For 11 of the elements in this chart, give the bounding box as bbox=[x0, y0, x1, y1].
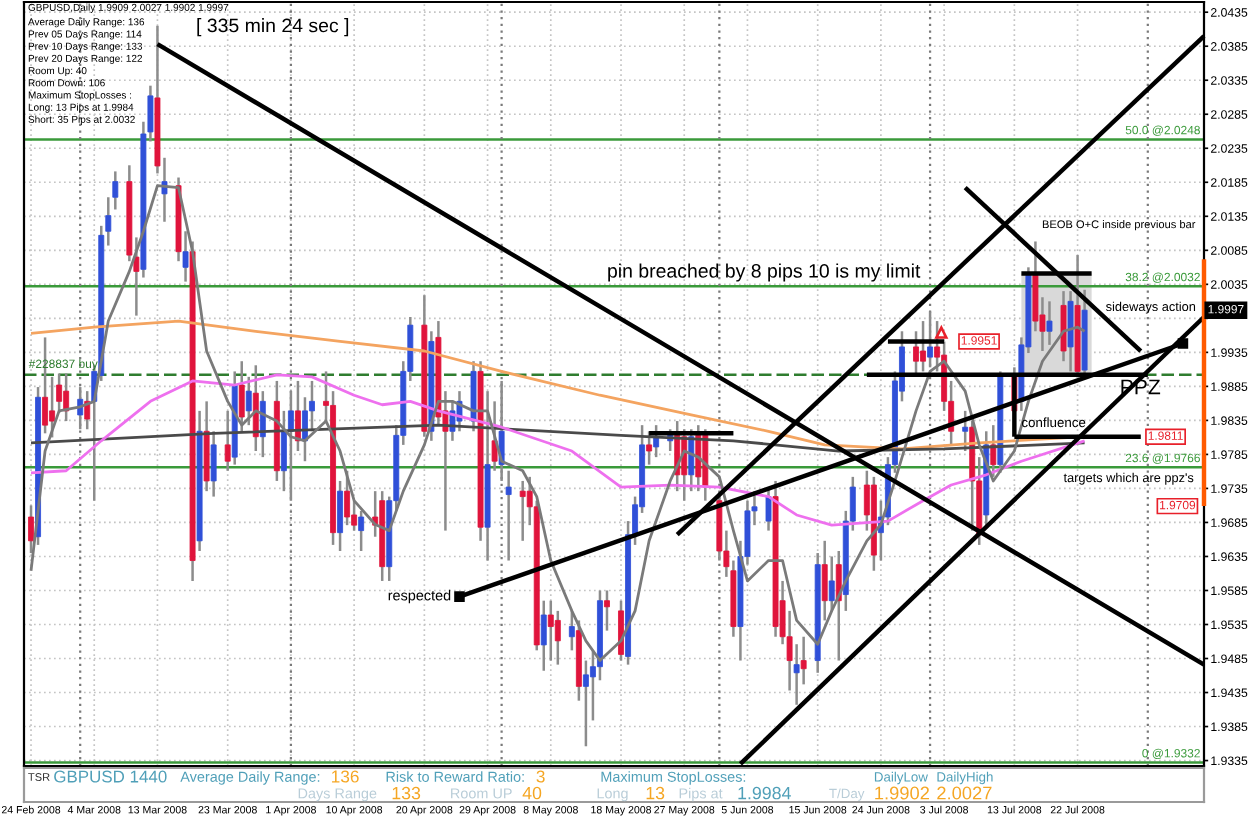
text: 2.0027 bbox=[937, 786, 992, 800]
text: GBPUSD 1440 bbox=[54, 770, 167, 783]
text: 136 bbox=[332, 770, 359, 783]
text: 1.9902 bbox=[875, 786, 929, 800]
text: 13 bbox=[646, 786, 665, 800]
text: 1.9984 bbox=[738, 786, 791, 800]
text: 3 bbox=[536, 770, 545, 783]
text: 133 bbox=[392, 786, 421, 800]
text: 40 bbox=[522, 786, 542, 800]
text: [ 335 min 24 sec ] bbox=[197, 18, 349, 37]
annotation: pin breached by 8 pips 10 is my limit bbox=[608, 263, 921, 282]
